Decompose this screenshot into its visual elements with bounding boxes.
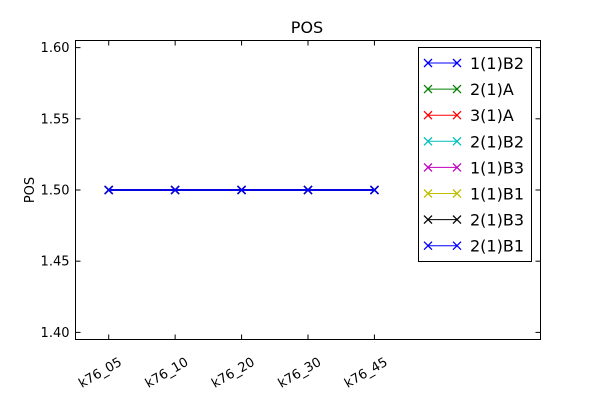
y-tick-label: 1.60 [41,41,70,56]
legend-marker [452,241,462,251]
legend-marker [452,162,462,172]
legend-item: 2(1)A [423,80,514,99]
x-tick-label: k76_10 [143,355,191,392]
legend-item: 2(1)B2 [423,132,524,151]
legend-label: 1(1)B1 [470,185,524,204]
data-point [170,185,180,195]
legend-marker [452,136,462,146]
chart-title: POS [291,18,323,37]
legend-item: 3(1)A [423,106,514,125]
legend-label: 3(1)A [470,106,514,125]
legend-label: 2(1)B2 [470,132,524,151]
data-point [369,185,379,195]
legend-item: 2(1)B1 [423,237,524,256]
data-point [104,185,114,195]
legend: 1(1)B2 2(1)A 3(1)A 2(1)B2 1(1)B3 1(1)B1 2(1)B3… [418,47,532,262]
x-tick-label: k76_30 [276,355,324,392]
legend-item: 1(1)B2 [423,54,524,73]
legend-item: 2(1)B3 [423,211,524,230]
y-tick-label: 1.40 [41,326,70,341]
legend-marker [452,215,462,225]
legend-marker [423,162,433,172]
legend-label: 1(1)B3 [470,158,524,177]
legend-label: 2(1)B1 [470,237,524,256]
legend-marker [423,58,433,68]
legend-marker [423,136,433,146]
data-point [303,185,313,195]
legend-marker [452,189,462,198]
legend-marker [423,84,433,94]
legend-marker [452,84,462,94]
x-tick-label: k76_20 [209,355,257,392]
y-tick-label: 1.55 [41,112,70,127]
y-axis-label: POS [23,177,38,203]
data-point [237,185,247,195]
series-2(1)B1 [104,185,379,195]
legend-marker [423,215,433,225]
legend-marker [423,189,433,198]
legend-marker [423,110,433,120]
y-tick-label: 1.50 [41,184,70,199]
legend-item: 1(1)B3 [423,158,524,177]
x-tick-label: k76_45 [342,355,390,392]
legend-item: 1(1)B1 [423,185,524,204]
legend-label: 1(1)B2 [470,54,524,73]
legend-frame [418,47,532,262]
legend-label: 2(1)A [470,80,514,99]
legend-marker [452,58,462,68]
legend-marker [423,241,433,251]
legend-label: 2(1)B3 [470,211,524,230]
legend-marker [452,110,462,120]
x-tick-label: k76_05 [76,355,124,392]
y-tick-label: 1.45 [41,255,70,270]
